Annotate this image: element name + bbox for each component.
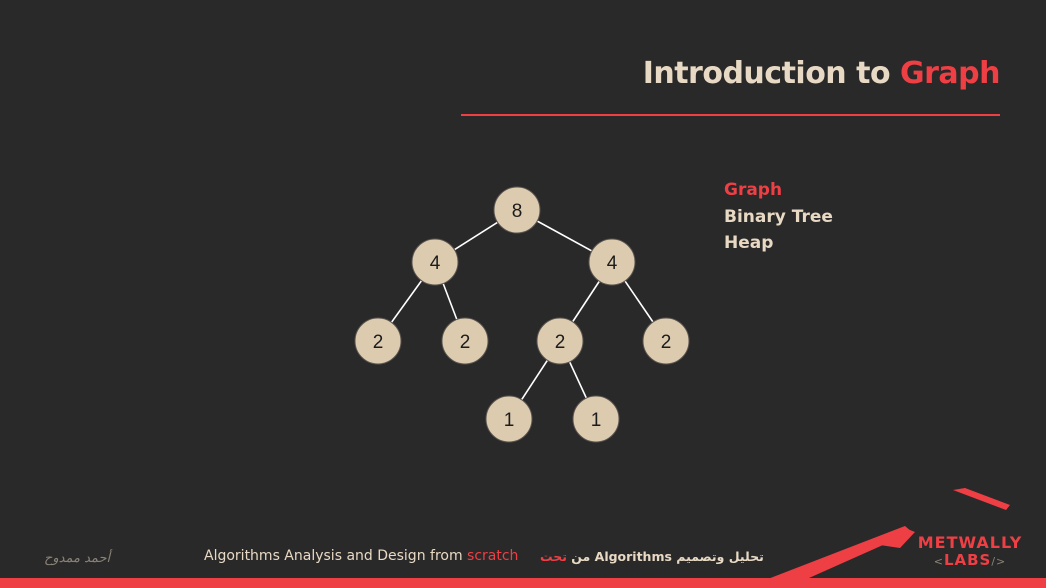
footer-arabic-title: تحليل وتصميم Algorithms من تحت xyxy=(540,549,764,564)
logo-bracket-right: /> xyxy=(991,555,1007,568)
tree-node: 2 xyxy=(536,317,584,365)
tree-node-label: 1 xyxy=(504,410,515,431)
footer-en-accent: scratch xyxy=(467,548,519,564)
tree-node-circle xyxy=(536,317,584,365)
tree-node-label: 2 xyxy=(460,332,471,353)
tree-node: 2 xyxy=(642,317,690,365)
tree-node-label: 4 xyxy=(430,253,441,274)
tree-node-circle xyxy=(485,395,533,443)
tree-node-circle xyxy=(642,317,690,365)
logo-line1: METWALLY xyxy=(917,533,1023,552)
tree-node: 2 xyxy=(354,317,402,365)
tree-node-label: 2 xyxy=(373,332,384,353)
logo-stripe-diagonal xyxy=(760,526,912,582)
tree-node-label: 2 xyxy=(661,332,672,353)
topic-heap: Heap xyxy=(724,233,774,253)
tree-node: 4 xyxy=(588,238,636,286)
title-underline xyxy=(461,114,1000,116)
topic-binary-tree: Binary Tree xyxy=(724,206,833,227)
tree-node: 2 xyxy=(441,317,489,365)
logo-bracket-left: < xyxy=(933,555,944,568)
logo-line2-text: LABS xyxy=(943,551,992,569)
logo: METWALLY <LABS/> xyxy=(913,534,1027,570)
logo-stripe-top xyxy=(953,488,1010,510)
tree-node-label: 4 xyxy=(607,253,618,274)
footer-ar-text: تحليل وتصميم Algorithms من xyxy=(566,549,764,564)
tree-node-circle xyxy=(354,317,402,365)
tree-node: 8 xyxy=(493,186,541,234)
tree-node-circle xyxy=(493,186,541,234)
footer-course-title: Algorithms Analysis and Design from scra… xyxy=(204,548,518,564)
footer-ar-accent: تحت xyxy=(540,549,567,564)
tree-nodes: 8 4 4 2 2 2 2 1 1 xyxy=(354,186,690,443)
tree-node-circle xyxy=(441,317,489,365)
title-prefix: Introduction to xyxy=(642,56,900,91)
signature: أحمد ممدوح xyxy=(44,551,111,566)
topic-list: Graph Binary Tree Heap xyxy=(724,177,833,257)
tree-node: 1 xyxy=(485,395,533,443)
tree-node-circle xyxy=(411,238,459,286)
slide-title: Introduction to Graph xyxy=(642,56,1001,91)
tree-node: 1 xyxy=(572,395,620,443)
logo-line2: <LABS/> xyxy=(913,552,1027,570)
tree-node-label: 8 xyxy=(512,201,523,222)
footer-en-text: Algorithms Analysis and Design from xyxy=(204,548,468,564)
tree-node-circle xyxy=(572,395,620,443)
title-accent: Graph xyxy=(900,56,1001,91)
tree-node-label: 1 xyxy=(591,410,602,431)
tree-node: 4 xyxy=(411,238,459,286)
bottom-accent-bar xyxy=(0,578,1046,588)
topic-graph: Graph xyxy=(724,180,783,200)
tree-node-circle xyxy=(588,238,636,286)
tree-node-label: 2 xyxy=(555,332,566,353)
